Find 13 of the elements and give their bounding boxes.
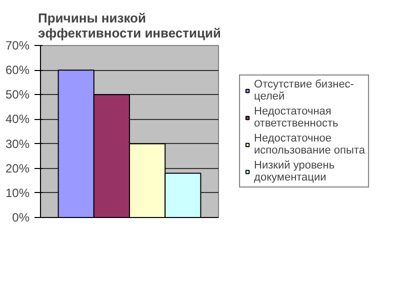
y-tick-label: 40% xyxy=(5,112,30,126)
legend-label: Низкий уровень документации xyxy=(254,160,335,184)
legend-label: Недостаточная ответственность xyxy=(254,106,338,130)
legend-label: Недостаточное использование опыта xyxy=(254,132,365,156)
y-tick-label: 30% xyxy=(5,136,30,151)
y-tick-label: 50% xyxy=(5,88,30,102)
chart-title: Причины низкой эффективности инвестиций xyxy=(38,10,221,40)
y-tick-label: 60% xyxy=(5,63,30,78)
y-tick-label: 20% xyxy=(5,161,30,176)
y-tick-label: 10% xyxy=(5,186,30,200)
legend-label: Отсутствие бизнес-целей xyxy=(254,78,354,102)
y-tick-label: 70% xyxy=(5,38,30,52)
y-tick-label: 0% xyxy=(12,210,30,224)
